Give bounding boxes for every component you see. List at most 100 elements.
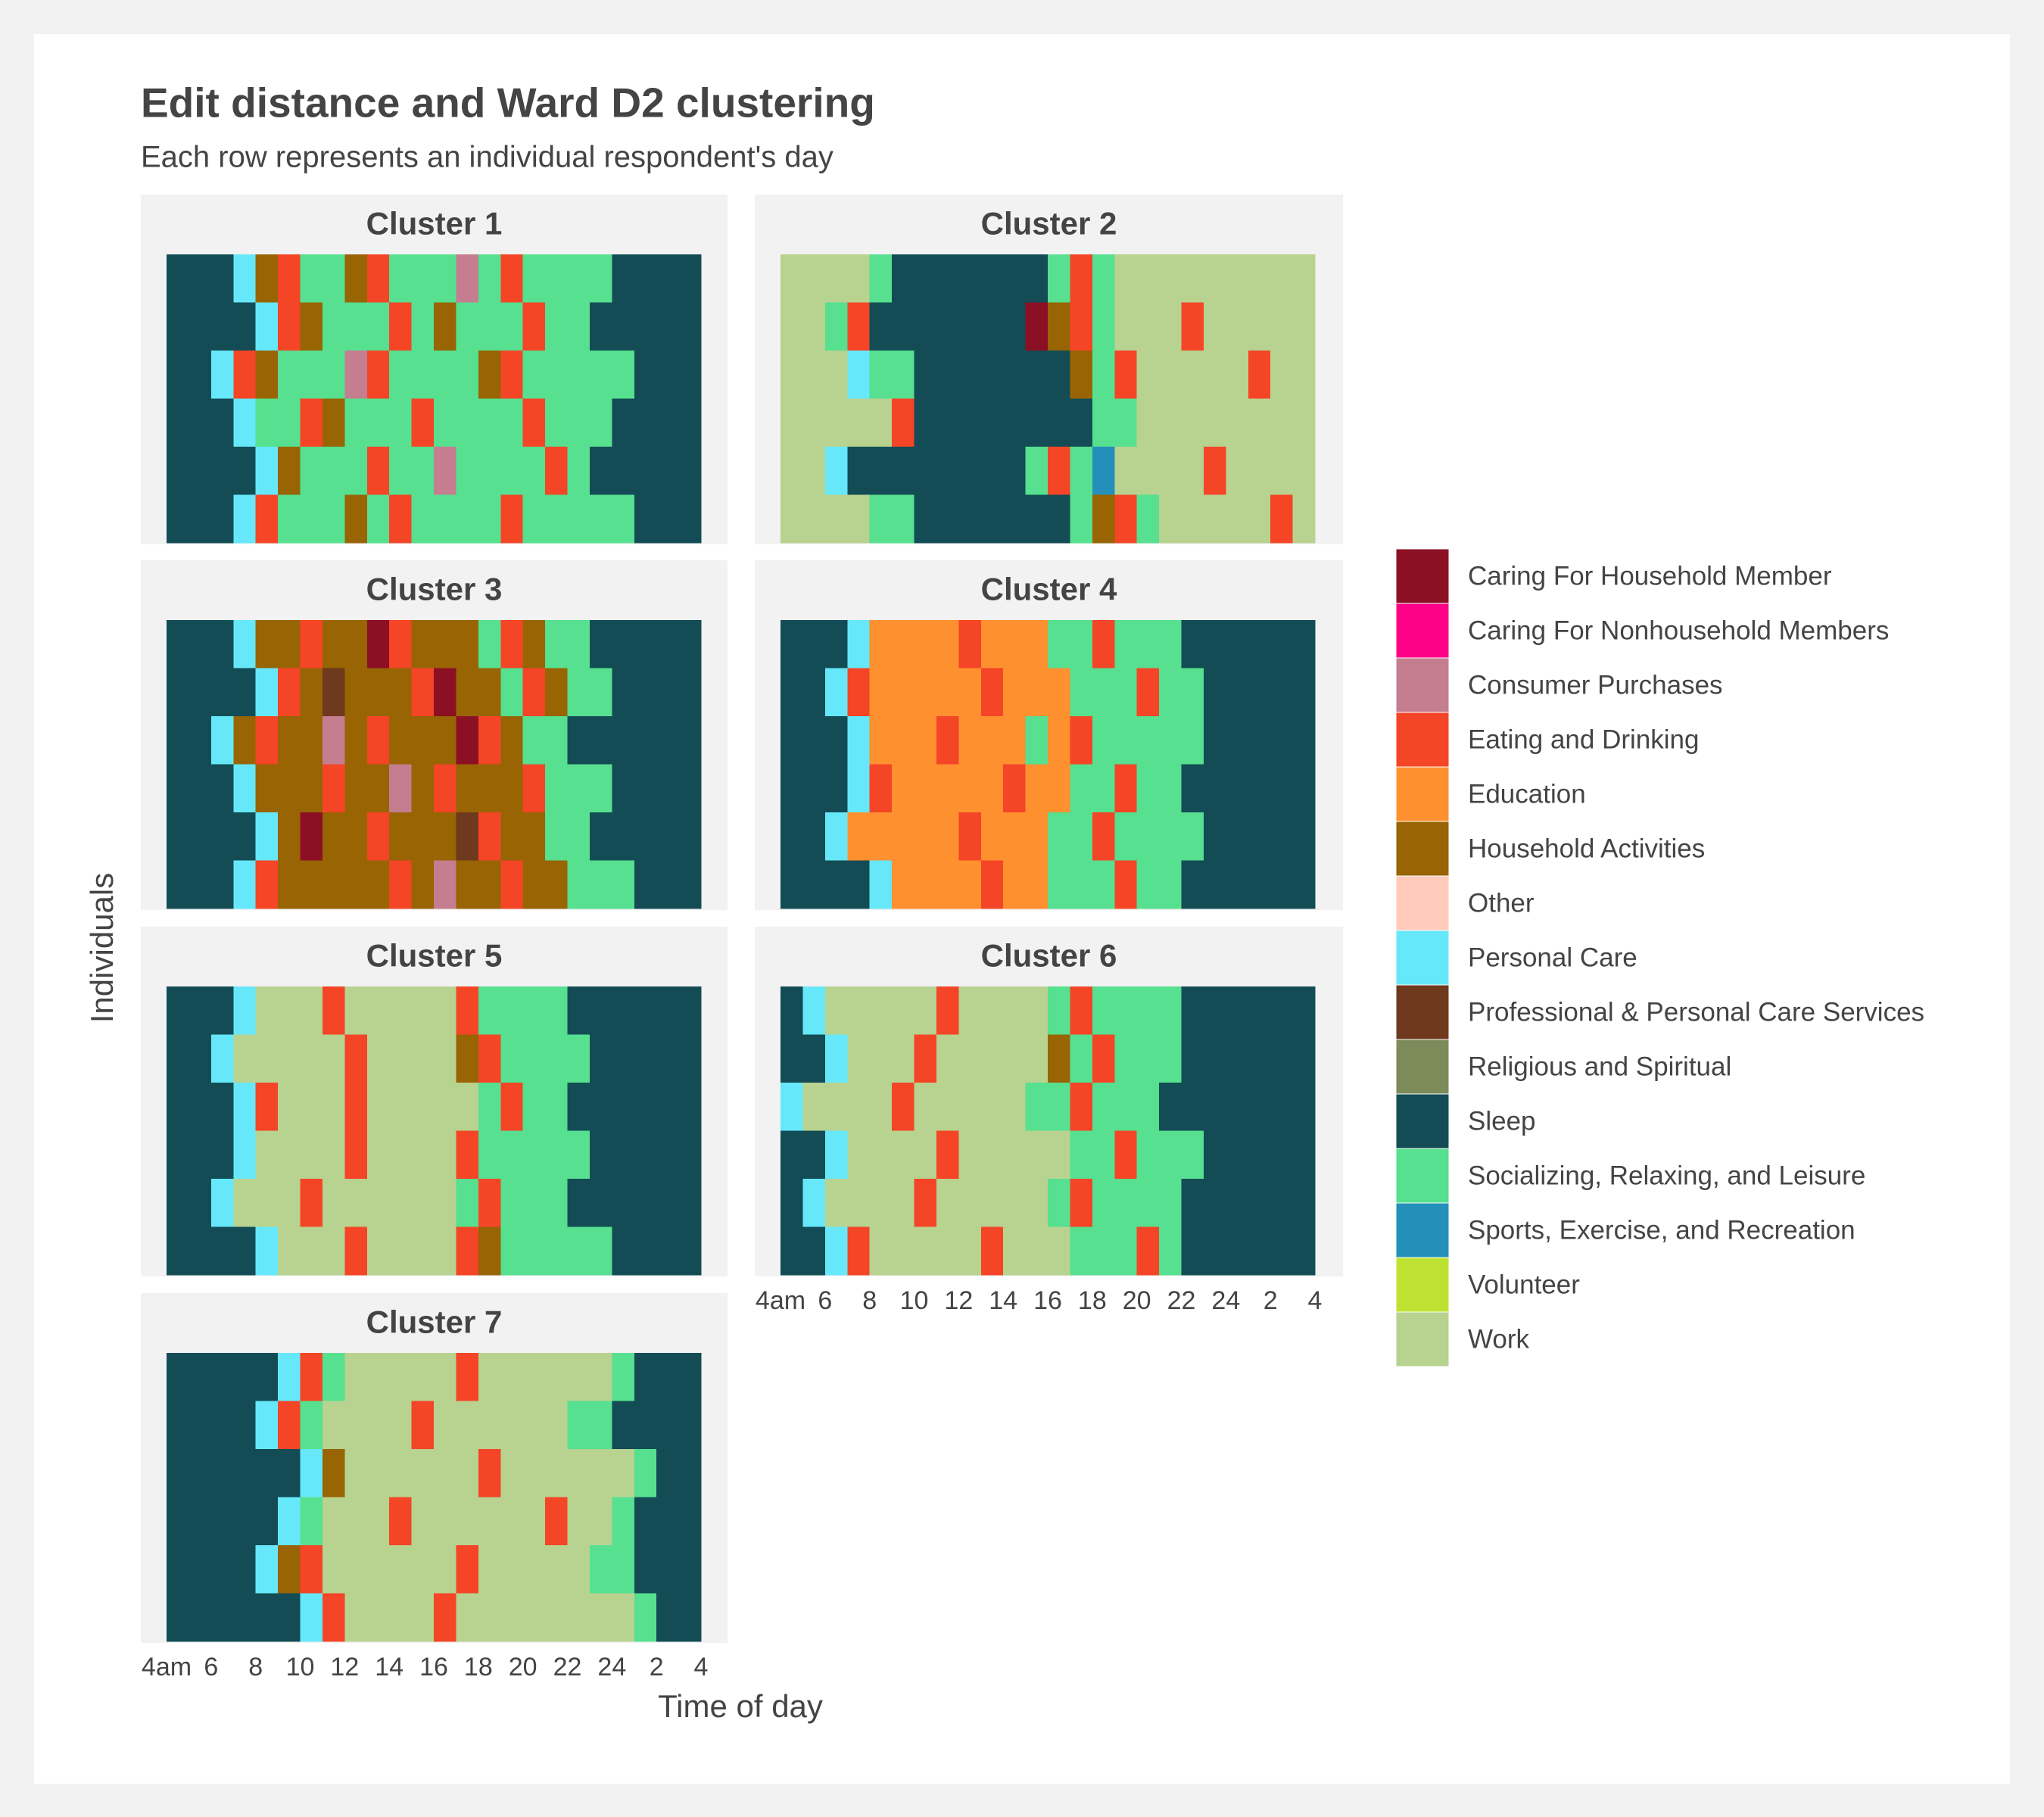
sequence-cell: [545, 1545, 568, 1594]
sequence-cell: [1003, 986, 1027, 1035]
sequence-cell: [366, 351, 390, 399]
sequence-cell: [892, 620, 915, 669]
sequence-cell: [1248, 254, 1271, 303]
sequence-cell: [958, 302, 982, 351]
sequence-cell: [545, 1130, 568, 1180]
sequence-cell: [802, 1130, 826, 1180]
sequence-cell: [1226, 860, 1249, 909]
sequence-cell: [612, 1226, 635, 1276]
sequence-cell: [980, 716, 1004, 765]
sequence-cell: [1292, 812, 1316, 861]
sequence-cell: [1159, 447, 1182, 495]
sequence-cell: [1048, 1226, 1070, 1276]
sequence-cell: [434, 1545, 456, 1594]
sequence-cell: [478, 1401, 501, 1450]
sequence-cell: [847, 764, 871, 813]
x-tick-label: 14: [989, 1286, 1017, 1315]
sequence-cell: [914, 668, 937, 717]
sequence-cell: [847, 1130, 871, 1180]
sequence-cell: [278, 1226, 301, 1276]
sequence-cell: [802, 494, 826, 544]
sequence-cell: [522, 1497, 546, 1546]
sequence-cell: [411, 1401, 435, 1450]
sequence-cell: [1248, 494, 1271, 544]
sequence-cell: [1136, 398, 1160, 447]
sequence-cell: [892, 764, 915, 813]
sequence-cell: [456, 1497, 479, 1546]
sequence-cell: [255, 986, 279, 1035]
sequence-cell: [167, 1226, 189, 1276]
sequence-cell: [1003, 716, 1027, 765]
sequence-cell: [892, 1179, 915, 1227]
x-tick-label: 10: [286, 1653, 315, 1681]
sequence-cell: [781, 812, 803, 861]
sequence-cell: [1226, 1226, 1249, 1276]
sequence-cell: [1203, 860, 1226, 909]
sequence-cell: [322, 1545, 345, 1594]
sequence-cell: [612, 1034, 635, 1083]
sequence-cell: [278, 620, 301, 669]
sequence-cell: [936, 494, 959, 544]
sequence-cell: [847, 1179, 871, 1227]
legend-key: [1395, 821, 1450, 877]
sequence-cell: [500, 812, 524, 861]
sequence-cell: [1159, 1130, 1182, 1180]
sequence-cell: [1025, 351, 1048, 399]
facet-title: Cluster 5: [366, 938, 503, 974]
sequence-cell: [1226, 1179, 1249, 1227]
sequence-cell: [389, 302, 413, 351]
sequence-cell: [389, 1401, 413, 1450]
sequence-cell: [1159, 351, 1182, 399]
sequence-cell: [1159, 254, 1182, 303]
sequence-cell: [478, 1449, 501, 1498]
sequence-cell: [1136, 351, 1160, 399]
x-tick-label: 20: [1123, 1286, 1151, 1315]
sequence-cell: [366, 1130, 390, 1180]
sequence-cell: [545, 1449, 568, 1498]
sequence-cell: [278, 254, 301, 303]
sequence-cell: [278, 1593, 301, 1642]
sequence-cell: [1292, 1034, 1316, 1083]
sequence-cell: [678, 812, 702, 861]
sequence-cell: [802, 860, 826, 909]
x-tick-label: 14: [375, 1653, 404, 1681]
sequence-cell: [411, 351, 435, 399]
sequence-cell: [634, 447, 657, 495]
sequence-cell: [892, 812, 915, 861]
sequence-cell: [545, 668, 568, 717]
sequence-cell: [322, 494, 345, 544]
sequence-cell: [678, 1353, 702, 1401]
sequence-cell: [434, 620, 456, 669]
sequence-cell: [1248, 620, 1271, 669]
sequence-cell: [781, 860, 803, 909]
sequence-cell: [678, 1130, 702, 1180]
sequence-cell: [1181, 351, 1204, 399]
sequence-cell: [478, 812, 501, 861]
sequence-cell: [567, 1449, 590, 1498]
sequence-cell: [892, 1034, 915, 1083]
sequence-cell: [344, 398, 368, 447]
sequence-cell: [434, 398, 456, 447]
sequence-cell: [1270, 860, 1294, 909]
legend-label: Caring For Nonhousehold Members: [1468, 616, 1889, 645]
sequence-cell: [344, 620, 368, 669]
sequence-cell: [1226, 1130, 1249, 1180]
sequence-cell: [1248, 1179, 1271, 1227]
sequence-cell: [1003, 351, 1027, 399]
sequence-cell: [344, 351, 368, 399]
sequence-cell: [589, 302, 612, 351]
sequence-cell: [500, 254, 524, 303]
sequence-cell: [322, 986, 345, 1035]
sequence-cell: [322, 764, 345, 813]
sequence-cell: [545, 1034, 568, 1083]
sequence-cell: [522, 351, 546, 399]
sequence-cell: [344, 254, 368, 303]
sequence-cell: [210, 1353, 234, 1401]
sequence-cell: [167, 986, 189, 1035]
sequence-cell: [802, 986, 826, 1035]
sequence-cell: [1226, 447, 1249, 495]
sequence-cell: [522, 812, 546, 861]
sequence-cell: [210, 1083, 234, 1131]
sequence-cell: [366, 1593, 390, 1642]
